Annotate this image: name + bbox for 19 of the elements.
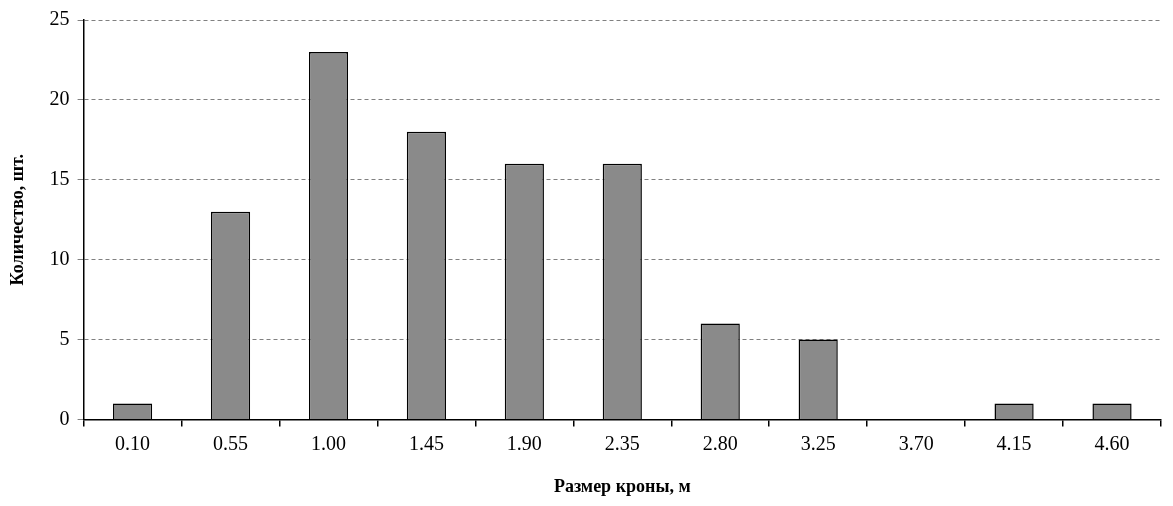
y-tick-label: 10 xyxy=(49,246,70,269)
x-tick-label: 0.55 xyxy=(213,431,249,454)
y-axis-title: Количество, шт. xyxy=(7,154,28,286)
y-tick-label: 25 xyxy=(49,7,70,30)
y-tick-label: 0 xyxy=(59,406,70,429)
x-tick-label: 3.25 xyxy=(800,431,836,454)
x-tick-label: 1.00 xyxy=(310,431,346,454)
y-tick-label: 5 xyxy=(59,326,70,349)
y-tick-label: 20 xyxy=(49,87,70,110)
x-axis-title: Размер кроны, м xyxy=(553,475,691,496)
x-tick-label: 2.80 xyxy=(702,431,738,454)
x-tick-label: 3.70 xyxy=(898,431,934,454)
x-tick-label: 1.90 xyxy=(506,431,542,454)
x-tick-label: 4.15 xyxy=(996,431,1032,454)
x-tick-label: 1.45 xyxy=(408,431,444,454)
y-tick-label: 15 xyxy=(49,167,70,190)
x-tick-label: 0.10 xyxy=(115,431,151,454)
x-tick-label: 2.35 xyxy=(604,431,640,454)
x-tick-label: 4.60 xyxy=(1094,431,1130,454)
